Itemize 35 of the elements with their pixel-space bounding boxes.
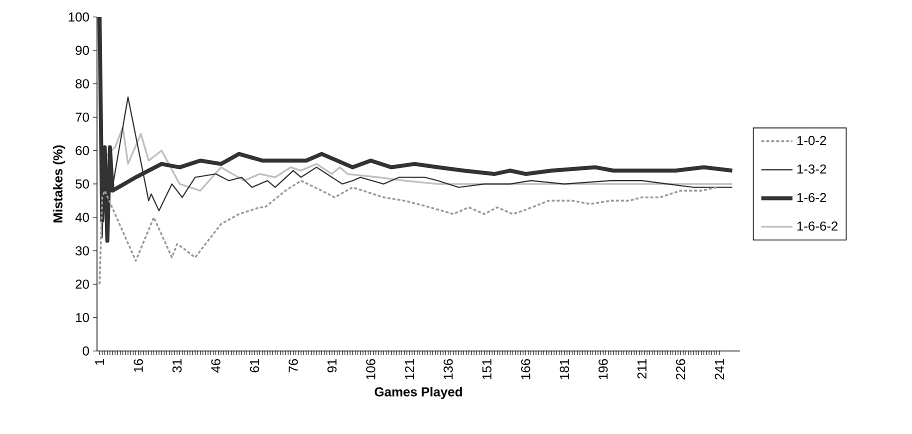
x-tick-label: 151 (482, 359, 492, 380)
y-tick-label: 30 (76, 246, 89, 256)
x-tick-label: 226 (676, 359, 686, 380)
x-axis-title: Games Played (374, 386, 462, 400)
x-tick-label: 211 (637, 359, 646, 378)
y-tick-label: 10 (76, 313, 89, 322)
y-tick-label: 100 (68, 12, 89, 22)
y-tick-label: 0 (82, 346, 89, 356)
x-tick-label: 46 (211, 359, 220, 373)
legend-label: 1-0-2 (797, 136, 826, 146)
y-tick-label: 60 (76, 146, 89, 156)
x-tick-label: 16 (134, 359, 143, 372)
x-tick-label: 91 (327, 359, 337, 372)
y-tick-label: 90 (76, 46, 89, 55)
x-tick-label: 106 (366, 359, 376, 380)
x-tick-label: 31 (172, 359, 182, 372)
x-tick-label: 166 (521, 359, 530, 380)
x-tick-label: 76 (288, 359, 298, 372)
legend-label: 1-6-6-2 (797, 222, 838, 231)
y-tick-label: 80 (76, 79, 89, 88)
x-tick-label: 181 (560, 359, 569, 380)
y-tick-label: 50 (76, 179, 89, 189)
legend-label: 1-3-2 (797, 164, 826, 174)
x-tick-label: 136 (444, 359, 453, 380)
y-axis-title: Mistakes (%) (52, 145, 66, 222)
x-tick-label: 121 (404, 359, 414, 380)
y-tick-label: 40 (75, 212, 89, 222)
y-tick-label: 70 (76, 112, 89, 122)
y-tick-label: 20 (76, 280, 89, 289)
x-tick-label: 1 (95, 359, 104, 365)
x-tick-label: 196 (598, 359, 608, 380)
x-tick-label: 61 (250, 359, 260, 372)
line-series (98, 180, 718, 286)
legend-label: 1-6-2 (797, 192, 826, 202)
x-tick-label: 241 (714, 359, 724, 380)
